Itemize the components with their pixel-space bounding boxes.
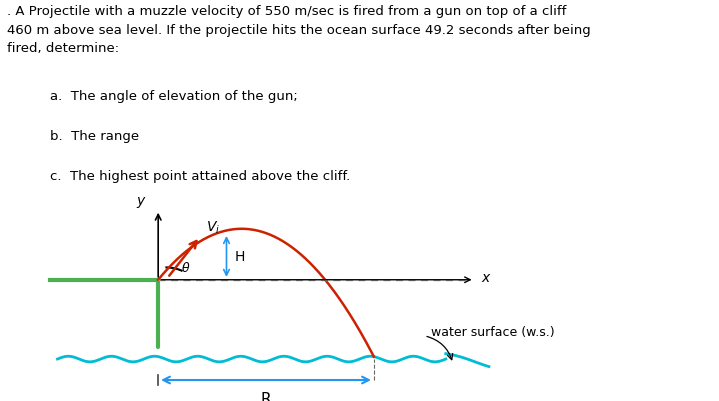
Text: b.  The range: b. The range bbox=[50, 130, 139, 143]
Text: $V_i$: $V_i$ bbox=[206, 219, 220, 236]
Text: . A Projectile with a muzzle velocity of 550 m/sec is fired from a gun on top of: . A Projectile with a muzzle velocity of… bbox=[7, 5, 591, 55]
Text: y: y bbox=[136, 194, 145, 208]
Text: R: R bbox=[261, 391, 271, 401]
Text: H: H bbox=[235, 250, 245, 264]
Text: water surface (w.s.): water surface (w.s.) bbox=[431, 325, 555, 338]
Text: $\theta$: $\theta$ bbox=[181, 260, 191, 274]
Text: x: x bbox=[482, 271, 490, 285]
Text: a.  The angle of elevation of the gun;: a. The angle of elevation of the gun; bbox=[50, 90, 298, 103]
Text: c.  The highest point attained above the cliff.: c. The highest point attained above the … bbox=[50, 170, 351, 182]
